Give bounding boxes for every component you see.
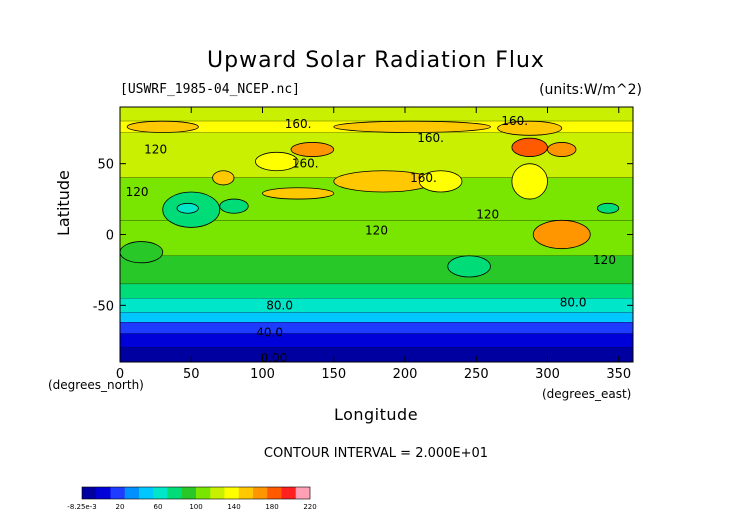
field-feature — [219, 198, 249, 214]
contour-label: 80.0 — [266, 298, 293, 312]
contour-label: 120 — [126, 185, 149, 199]
colorbar-swatch — [82, 487, 97, 499]
contour-label: 160. — [501, 114, 528, 128]
colorbar-swatch — [267, 487, 282, 499]
contour-label: 120 — [144, 143, 167, 157]
field-feature — [447, 255, 491, 278]
y-tick-label: -50 — [93, 299, 114, 314]
contour-label: 40.0 — [256, 325, 283, 339]
field-feature — [511, 163, 548, 200]
x-tick-label: 250 — [464, 367, 489, 382]
colorbar-swatch — [253, 487, 268, 499]
field-feature — [532, 219, 591, 250]
latitude-band — [120, 255, 633, 285]
colorbar-swatch — [196, 487, 211, 499]
colorbar-swatch — [210, 487, 225, 499]
latitude-band — [120, 298, 633, 313]
chart-title: Upward Solar Radiation Flux — [207, 48, 545, 73]
colorbar-swatch — [281, 487, 297, 499]
latitude-band — [120, 132, 633, 178]
y-tick-label: 50 — [97, 158, 114, 173]
latitude-band — [120, 107, 633, 122]
source-label: [USWRF_1985-04_NCEP.nc] — [120, 82, 301, 97]
units-label: (units:W/m^2) — [539, 82, 642, 98]
plot-area — [119, 107, 633, 363]
colorbar-tick-label: 180 — [265, 503, 278, 511]
contour-label: 160. — [292, 157, 319, 171]
colorbar-tick-label: 100 — [189, 503, 202, 511]
x-tick-label: 150 — [321, 367, 346, 382]
latitude-band — [120, 333, 633, 348]
colorbar-tick-label: -8.25e-3 — [67, 503, 96, 511]
colorbar-swatch — [110, 487, 126, 499]
field-feature — [262, 187, 335, 200]
latitude-band — [120, 322, 633, 334]
x-tick-label: 0 — [116, 367, 124, 382]
x-tick-label: 350 — [606, 367, 631, 382]
colorbar-swatch — [181, 487, 197, 499]
y-unit-label: (degrees_east) — [542, 387, 632, 401]
latitude-band — [120, 284, 633, 299]
colorbar-swatch — [167, 487, 183, 499]
x-tick-label: 100 — [250, 367, 275, 382]
x-unit-label: (degrees_north) — [48, 378, 144, 392]
field-feature — [418, 170, 463, 193]
field-feature — [254, 151, 299, 172]
colorbar-swatch — [153, 487, 168, 499]
x-tick-label: 50 — [183, 367, 200, 382]
field-feature — [119, 241, 164, 264]
field-feature — [126, 120, 199, 133]
field-feature — [290, 142, 335, 157]
colorbar-swatch — [139, 487, 154, 499]
x-tick-label: 300 — [535, 367, 560, 382]
colorbar-tick-label: 220 — [303, 503, 316, 511]
contour-label: 160. — [285, 117, 312, 131]
field-feature — [333, 120, 491, 133]
field-feature — [596, 202, 620, 214]
axes: 0 50 100 150 200 250 300 350 -50 0 50 — [93, 106, 634, 382]
y-axis-label: Latitude — [54, 170, 73, 236]
colorbar-tick-label: 20 — [116, 503, 125, 511]
colorbar-tick-label: 140 — [227, 503, 240, 511]
contour-label: 80.0 — [560, 296, 587, 310]
field-feature — [511, 137, 548, 157]
contour-label: 120 — [476, 208, 499, 222]
x-axis-label: Longitude — [333, 405, 419, 424]
field-feature — [547, 142, 577, 157]
colorbar: -8.25e-3 20 60 100 140 180 220 — [67, 486, 317, 511]
colorbar-tick-label: 60 — [154, 503, 163, 511]
contour-interval: CONTOUR INTERVAL = 2.000E+01 — [263, 446, 489, 461]
contour-label: 0.00 — [261, 351, 288, 365]
x-tick-label: 200 — [393, 367, 418, 382]
colorbar-frame — [81, 486, 311, 500]
y-tick-label: 0 — [106, 229, 114, 244]
contour-label: 160. — [410, 171, 437, 185]
contour-label: 120 — [593, 253, 616, 267]
latitude-band — [120, 347, 633, 362]
colorbar-swatch — [238, 487, 254, 499]
field-feature — [497, 120, 563, 136]
colorbar-swatch — [124, 487, 140, 499]
latitude-band — [120, 312, 633, 323]
field-feature — [176, 202, 199, 214]
contour-label: 120 — [365, 223, 388, 237]
colorbar-swatch — [224, 487, 240, 499]
colorbar-swatch — [295, 487, 311, 499]
contour-label: 160. — [417, 131, 444, 145]
field-feature — [212, 170, 235, 186]
colorbar-swatch — [96, 487, 111, 499]
contour-labels: 160. 160. 160. 160. 160. 120 120 120 120 120 80.0 8… — [126, 114, 616, 365]
